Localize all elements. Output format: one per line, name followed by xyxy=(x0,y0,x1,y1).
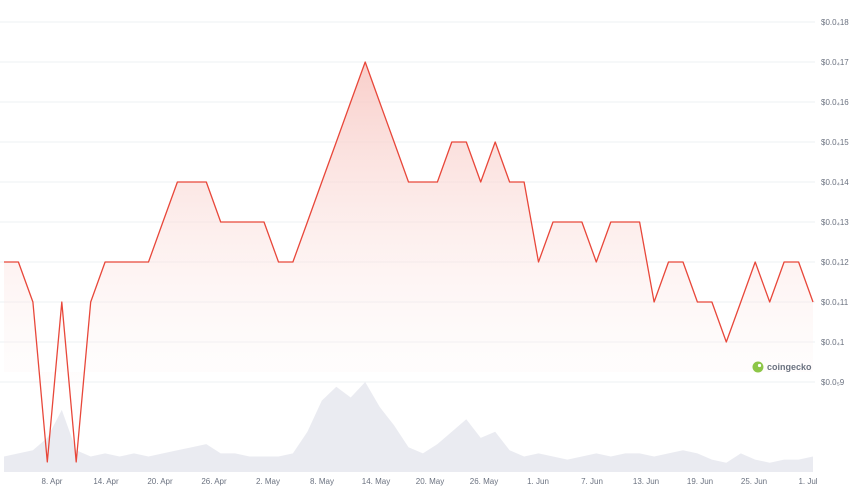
x-tick-label: 14. Apr xyxy=(93,477,119,486)
x-axis-ticks: 8. Apr 14. Apr 20. Apr 26. Apr 2. May 8. May 1… xyxy=(42,477,818,486)
price-point[interactable] xyxy=(480,181,482,183)
price-point[interactable] xyxy=(508,181,510,183)
price-point[interactable] xyxy=(537,261,539,263)
brand-name: coingecko xyxy=(767,362,812,372)
price-point[interactable] xyxy=(191,181,193,183)
gecko-eye-icon xyxy=(757,363,762,368)
y-tick-label: $0.0₄14 xyxy=(821,178,849,187)
price-point[interactable] xyxy=(321,181,323,183)
x-tick-label: 8. Apr xyxy=(42,477,63,486)
price-point[interactable] xyxy=(3,261,5,263)
price-point[interactable] xyxy=(595,261,597,263)
price-point[interactable] xyxy=(364,61,366,63)
gecko-logo-icon xyxy=(752,361,764,373)
price-point[interactable] xyxy=(205,181,207,183)
x-tick-label: 25. Jun xyxy=(741,477,767,486)
price-point[interactable] xyxy=(234,221,236,223)
x-tick-label: 20. May xyxy=(416,477,444,486)
price-point[interactable] xyxy=(581,221,583,223)
price-point[interactable] xyxy=(653,301,655,303)
price-point[interactable] xyxy=(407,181,409,183)
x-tick-label: 1. Jul xyxy=(798,477,817,486)
y-axis-ticks: $0.0₄18 $0.0₄17 $0.0₄16 $0.0₄15 $0.0₄14 $0.0₄… xyxy=(821,18,849,387)
price-point[interactable] xyxy=(220,221,222,223)
price-point[interactable] xyxy=(61,301,63,303)
y-tick-label: $0.0₅9 xyxy=(821,378,845,387)
price-line[interactable] xyxy=(4,61,814,463)
price-point[interactable] xyxy=(118,261,120,263)
y-tick-label: $0.0₄18 xyxy=(821,18,849,27)
coingecko-watermark: coingecko xyxy=(752,361,812,373)
price-point[interactable] xyxy=(523,181,525,183)
price-point[interactable] xyxy=(754,261,756,263)
volume-area xyxy=(4,382,813,472)
y-tick-label: $0.0₄17 xyxy=(821,58,849,67)
price-point[interactable] xyxy=(682,261,684,263)
price-point[interactable] xyxy=(46,461,48,463)
price-point[interactable] xyxy=(75,461,77,463)
price-point[interactable] xyxy=(783,261,785,263)
price-point[interactable] xyxy=(133,261,135,263)
price-point[interactable] xyxy=(422,181,424,183)
price-point[interactable] xyxy=(451,141,453,143)
price-point[interactable] xyxy=(624,221,626,223)
price-point[interactable] xyxy=(740,301,742,303)
y-tick-label: $0.0₄12 xyxy=(821,258,849,267)
price-point[interactable] xyxy=(725,341,727,343)
price-point[interactable] xyxy=(335,141,337,143)
price-point[interactable] xyxy=(292,261,294,263)
price-point[interactable] xyxy=(465,141,467,143)
price-point[interactable] xyxy=(277,261,279,263)
x-tick-label: 19. Jun xyxy=(687,477,713,486)
volume-series xyxy=(4,382,813,472)
price-point[interactable] xyxy=(552,221,554,223)
y-tick-label: $0.0₄13 xyxy=(821,218,849,227)
x-tick-label: 1. Jun xyxy=(527,477,549,486)
price-point[interactable] xyxy=(263,221,265,223)
price-point[interactable] xyxy=(32,301,34,303)
x-tick-label: 13. Jun xyxy=(633,477,659,486)
price-point[interactable] xyxy=(667,261,669,263)
price-point[interactable] xyxy=(147,261,149,263)
x-tick-label: 26. May xyxy=(470,477,498,486)
price-point[interactable] xyxy=(90,301,92,303)
price-point[interactable] xyxy=(436,181,438,183)
price-point[interactable] xyxy=(350,101,352,103)
y-tick-label: $0.0₄15 xyxy=(821,138,849,147)
y-tick-label: $0.0₄16 xyxy=(821,98,849,107)
x-tick-label: 14. May xyxy=(362,477,390,486)
price-point[interactable] xyxy=(393,141,395,143)
price-point[interactable] xyxy=(248,221,250,223)
price-area-fill xyxy=(4,62,813,462)
y-tick-label: $0.0₄11 xyxy=(821,298,849,307)
price-point[interactable] xyxy=(378,101,380,103)
price-point[interactable] xyxy=(610,221,612,223)
price-area xyxy=(4,62,813,462)
x-tick-label: 8. May xyxy=(310,477,334,486)
price-point[interactable] xyxy=(769,301,771,303)
x-tick-label: 26. Apr xyxy=(201,477,227,486)
price-point[interactable] xyxy=(797,261,799,263)
price-point[interactable] xyxy=(17,261,19,263)
price-point[interactable] xyxy=(638,221,640,223)
price-point[interactable] xyxy=(104,261,106,263)
price-point[interactable] xyxy=(812,301,814,303)
price-line-series[interactable] xyxy=(3,61,814,463)
x-tick-label: 7. Jun xyxy=(581,477,603,486)
price-point[interactable] xyxy=(162,221,164,223)
x-tick-label: 2. May xyxy=(256,477,280,486)
price-point[interactable] xyxy=(696,301,698,303)
y-tick-label: $0.0₄1 xyxy=(821,338,845,347)
x-tick-label: 20. Apr xyxy=(147,477,173,486)
price-point[interactable] xyxy=(566,221,568,223)
price-point[interactable] xyxy=(306,221,308,223)
price-point[interactable] xyxy=(176,181,178,183)
price-point[interactable] xyxy=(494,141,496,143)
price-point[interactable] xyxy=(711,301,713,303)
